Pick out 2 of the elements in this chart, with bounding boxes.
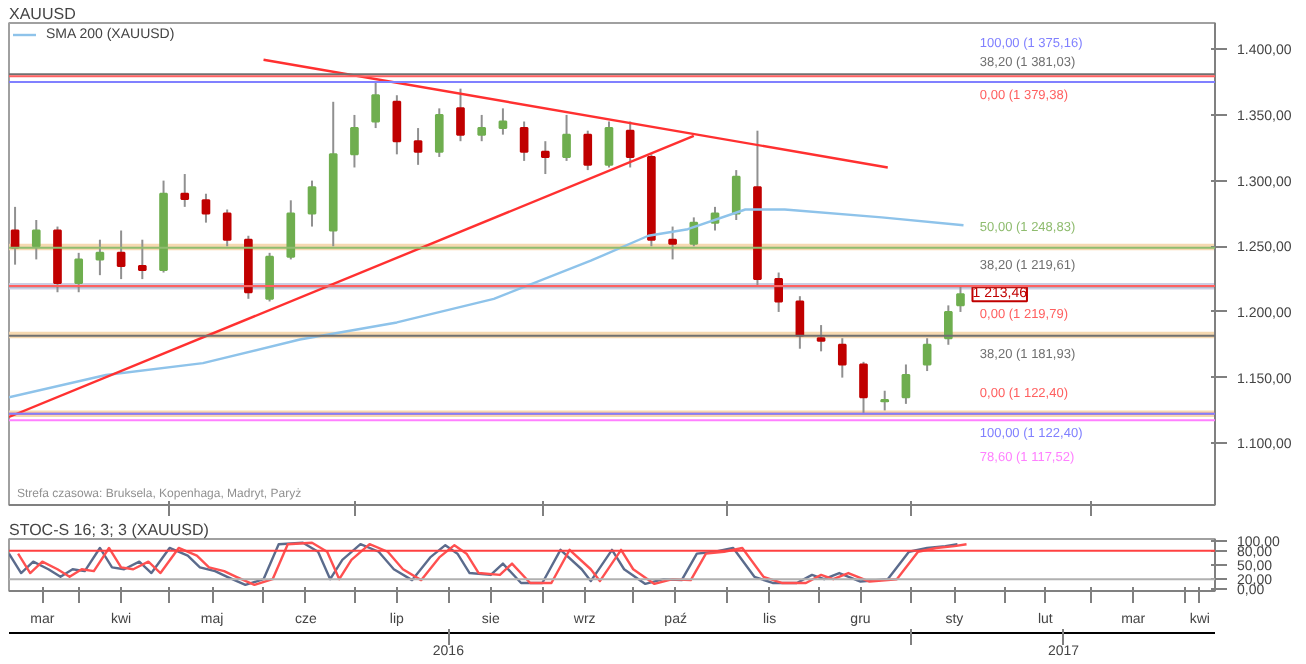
chart-title: STOC-S 16; 3; 3 (XAUUSD) <box>9 521 210 539</box>
chart-title: XAUUSD <box>9 5 77 23</box>
